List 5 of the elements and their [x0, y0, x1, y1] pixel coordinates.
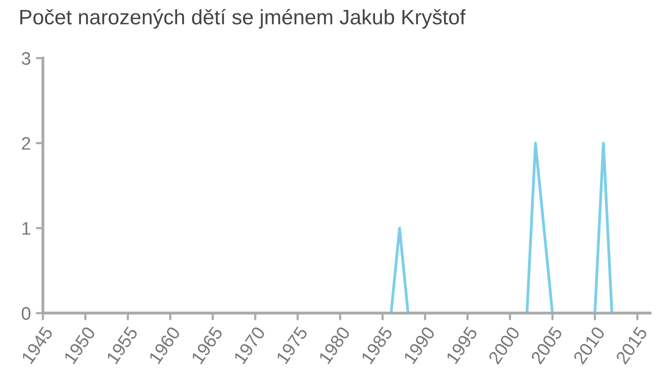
chart-title: Počet narozených dětí se jménem Jakub Kryštof — [20, 8, 466, 29]
y-tick-label: 1 — [22, 222, 30, 235]
y-tick-label: 2 — [22, 137, 30, 150]
y-tick-label: 3 — [22, 52, 30, 65]
y-tick-label: 0 — [22, 307, 30, 320]
